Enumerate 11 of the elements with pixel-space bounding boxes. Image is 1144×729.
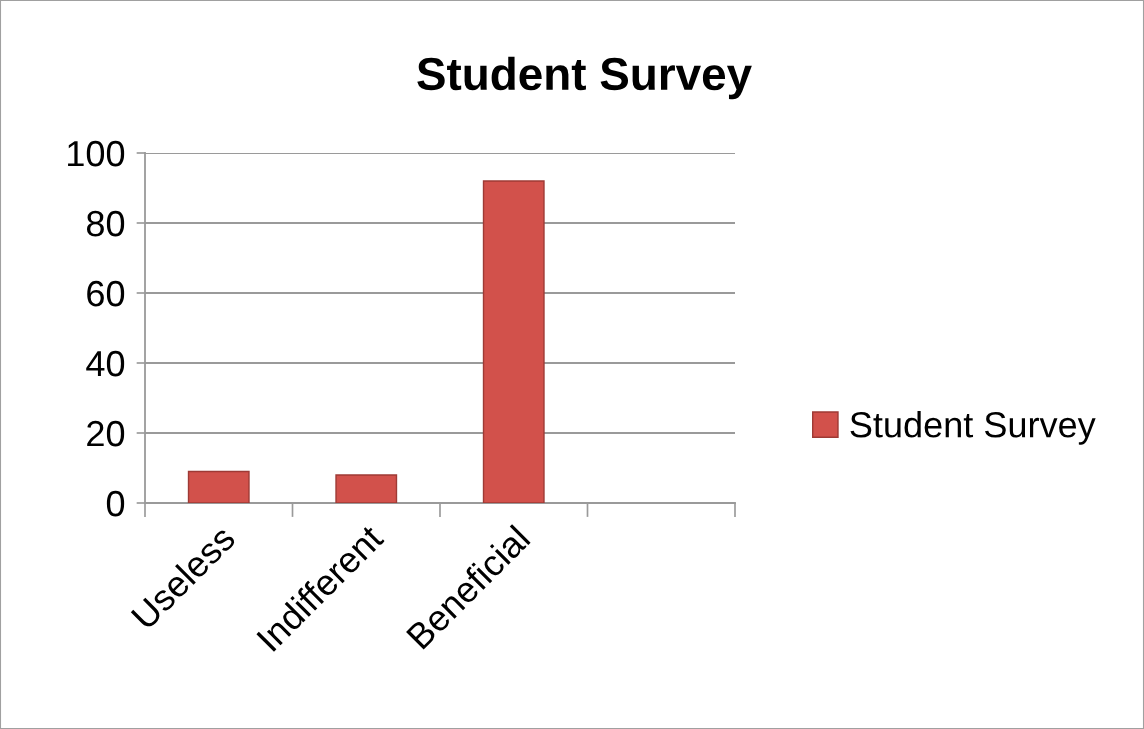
y-tick-label: 20 — [87, 420, 125, 447]
y-tick-label: 40 — [86, 350, 125, 377]
y-tick-label: 100 — [68, 140, 125, 167]
bar — [482, 180, 545, 503]
chart-title: Student Survey — [417, 56, 752, 100]
y-tick-label: 60 — [87, 280, 125, 307]
y-tick-label: 0 — [106, 490, 125, 517]
bar — [335, 474, 398, 503]
y-tick-label: 80 — [86, 210, 125, 237]
bar — [187, 470, 250, 503]
legend-label: Student Survey — [850, 411, 1096, 445]
